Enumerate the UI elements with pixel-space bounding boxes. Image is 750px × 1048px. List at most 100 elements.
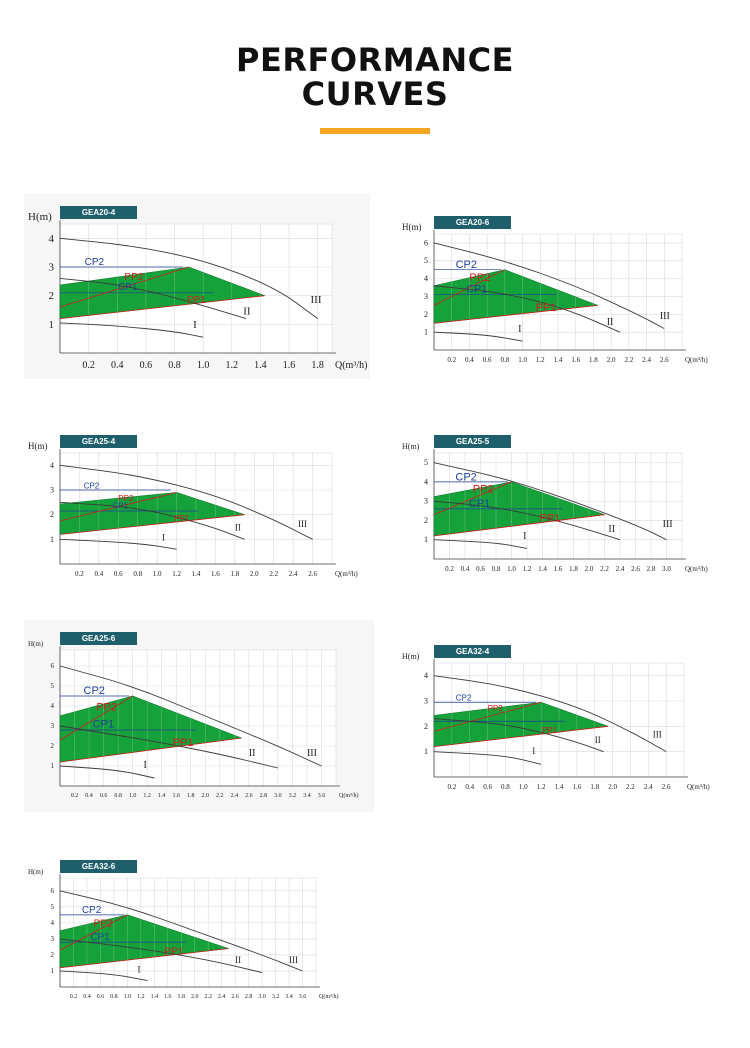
x-tick-label: 1.8 xyxy=(230,570,239,578)
x-tick-label: 1.6 xyxy=(283,360,296,371)
x-tick-label: 0.6 xyxy=(114,570,123,578)
speed-curve-ii xyxy=(433,285,621,333)
performance-chart: 0.2 0.4 0.6 0.8 1.0 1.2 1.4 1.6 1.8 2.0 2.2 2.4 2.6 1… xyxy=(28,441,358,578)
mode-label-pp1: PP1 xyxy=(187,295,206,306)
pp2-line xyxy=(433,701,542,732)
speed-curve-label: II xyxy=(235,523,241,533)
speed-curve-label: III xyxy=(311,294,322,306)
x-tick-label: 1.6 xyxy=(211,570,220,578)
x-tick-label: 2.0 xyxy=(608,783,617,791)
pp1-line xyxy=(433,304,598,324)
x-tick-label: 0.2 xyxy=(445,565,454,573)
x-tick-label: 2.2 xyxy=(216,793,224,799)
pp1-line xyxy=(59,514,245,535)
x-tick-label: 2.2 xyxy=(269,570,278,578)
x-tick-label: 0.6 xyxy=(97,994,105,1000)
y-tick-label: 2 xyxy=(424,722,428,731)
speed-curve-ii xyxy=(59,725,279,769)
speed-curve-label: I xyxy=(162,533,165,543)
mode-label-cp1: CP1 xyxy=(469,498,490,510)
y-axis-label: H(m) xyxy=(28,868,44,876)
mode-label-pp2: PP2 xyxy=(488,704,504,713)
model-label: GEA20-6 xyxy=(434,216,511,229)
pp2-line xyxy=(433,269,506,306)
x-tick-label: 1.0 xyxy=(124,994,132,1000)
x-tick-label: 2.6 xyxy=(231,994,239,1000)
speed-curve-label: II xyxy=(608,524,615,535)
speed-curve-ii xyxy=(59,278,247,320)
speed-curve-label: I xyxy=(193,319,197,331)
model-label: GEA25-6 xyxy=(60,632,137,645)
y-tick-label: 1 xyxy=(51,967,55,975)
speed-curve-ii xyxy=(59,501,245,540)
model-label: GEA25-4 xyxy=(60,435,137,448)
title-accent-bar xyxy=(320,128,430,134)
x-tick-label: 1.2 xyxy=(523,565,532,573)
x-tick-label: 0.4 xyxy=(94,570,103,578)
x-tick-label: 2.4 xyxy=(644,783,653,791)
x-tick-label: 1.2 xyxy=(537,783,546,791)
x-tick-label: 1.2 xyxy=(226,360,239,371)
pp2-line xyxy=(59,914,128,951)
y-tick-label: 6 xyxy=(51,662,55,670)
x-tick-label: 2.6 xyxy=(245,793,253,799)
y-tick-label: 4 xyxy=(51,919,55,927)
speed-curve-label: II xyxy=(243,305,251,317)
pp1-line xyxy=(59,295,265,319)
speed-curve-label: III xyxy=(663,519,673,530)
y-tick-label: 1 xyxy=(51,762,55,770)
speed-curve-label: II xyxy=(249,748,256,759)
x-tick-label: 1.0 xyxy=(518,356,527,364)
speed-curve-iii xyxy=(59,237,318,319)
speed-curve-ii xyxy=(433,500,621,541)
mode-label-cp2: CP2 xyxy=(85,257,105,268)
y-tick-label: 4 xyxy=(50,461,54,470)
x-tick-label: 1.0 xyxy=(519,783,528,791)
y-tick-label: 3 xyxy=(51,722,55,730)
mode-label-cp2: CP2 xyxy=(456,259,477,271)
x-tick-label: 2.4 xyxy=(616,565,625,573)
x-tick-label: 3.0 xyxy=(662,565,671,573)
y-tick-label: 4 xyxy=(49,233,55,245)
y-tick-label: 2 xyxy=(49,290,55,302)
x-tick-label: 3.4 xyxy=(303,793,311,799)
speed-curve-label: I xyxy=(532,746,535,756)
x-axis-label: Q(m³/h) xyxy=(335,570,358,578)
mode-label-pp2: PP2 xyxy=(118,494,134,503)
speed-curve-label: I xyxy=(144,760,147,771)
x-tick-label: 2.6 xyxy=(662,783,671,791)
x-tick-label: 2.0 xyxy=(607,356,616,364)
y-tick-label: 3 xyxy=(424,497,428,506)
x-tick-label: 0.6 xyxy=(140,360,153,371)
x-tick-label: 1.4 xyxy=(554,356,563,364)
x-axis-label: Q(m³/h) xyxy=(685,356,708,364)
x-tick-label: 0.8 xyxy=(114,793,122,799)
mode-label-cp2: CP2 xyxy=(84,685,105,697)
x-tick-label: 2.6 xyxy=(308,570,317,578)
y-tick-label: 4 xyxy=(424,477,428,486)
y-tick-label: 2 xyxy=(424,516,428,525)
x-tick-label: 3.6 xyxy=(318,793,326,799)
speed-curve-i xyxy=(59,970,148,982)
speed-curve-label: I xyxy=(518,324,521,335)
mode-label-pp2: PP2 xyxy=(469,272,490,284)
y-tick-label: 6 xyxy=(424,238,428,247)
x-tick-label: 2.2 xyxy=(600,565,609,573)
x-tick-label: 2.2 xyxy=(624,356,633,364)
x-tick-label: 0.8 xyxy=(168,360,181,371)
y-axis-label: H(m) xyxy=(28,211,52,223)
mode-label-pp1: PP1 xyxy=(536,302,557,314)
y-tick-label: 3 xyxy=(424,696,428,705)
speed-curve-label: III xyxy=(307,748,317,759)
x-tick-label: 2.4 xyxy=(218,994,226,1000)
x-tick-label: 0.2 xyxy=(447,783,456,791)
x-tick-label: 1.8 xyxy=(589,356,598,364)
speed-curve-i xyxy=(433,539,528,549)
speed-curve-i xyxy=(59,322,204,338)
x-tick-label: 3.2 xyxy=(272,994,280,1000)
y-tick-label: 2 xyxy=(424,310,428,319)
x-tick-label: 3.4 xyxy=(285,994,293,1000)
x-tick-label: 1.4 xyxy=(192,570,201,578)
y-tick-label: 4 xyxy=(424,671,428,680)
y-tick-label: 4 xyxy=(424,274,428,283)
